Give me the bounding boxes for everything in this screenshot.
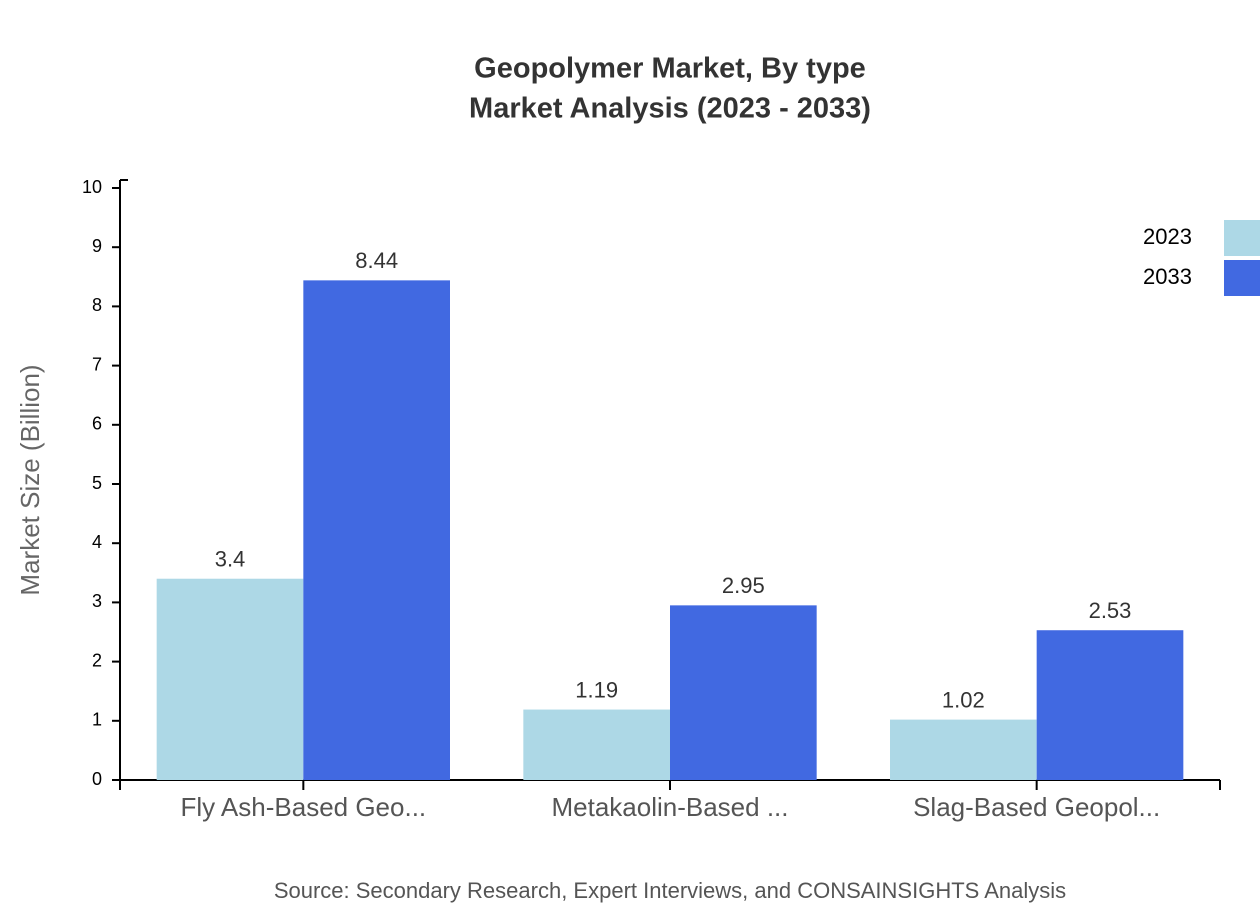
y-tick-label: 1: [92, 710, 102, 730]
y-tick-label: 7: [92, 354, 102, 374]
y-tick-label: 8: [92, 295, 102, 315]
bar: [156, 578, 304, 780]
y-tick-label: 10: [82, 177, 102, 197]
y-tick-label: 2: [92, 650, 102, 670]
bar: [670, 605, 817, 780]
data-label: 2.95: [722, 573, 765, 598]
chart-subtitle: Market Analysis (2023 - 2033): [469, 93, 871, 125]
y-tick-label: 4: [92, 532, 102, 552]
y-axis-label: Market Size (Billion): [15, 364, 45, 595]
y-tick-label: 0: [92, 769, 102, 789]
bar: [523, 709, 670, 780]
y-tick-label: 9: [92, 236, 102, 256]
y-tick-label: 3: [92, 591, 102, 611]
legend-swatch: [1224, 260, 1260, 296]
x-tick-label: Fly Ash-Based Geo...: [180, 792, 426, 822]
y-tick-label: 6: [92, 414, 102, 434]
data-label: 2.53: [1089, 598, 1132, 623]
legend-swatch: [1224, 220, 1260, 256]
source-note: Source: Secondary Research, Expert Inter…: [274, 878, 1066, 903]
bar: [1036, 630, 1184, 780]
data-label: 1.19: [575, 677, 618, 702]
data-label: 1.02: [942, 687, 985, 712]
bar: [890, 719, 1037, 780]
bar: [303, 280, 450, 780]
legend-label: 2033: [1143, 264, 1192, 289]
data-label: 8.44: [355, 248, 398, 273]
x-tick-label: Metakaolin-Based ...: [551, 792, 788, 822]
y-tick-label: 5: [92, 473, 102, 493]
chart-title: Geopolymer Market, By type: [474, 53, 866, 85]
legend-label: 2023: [1143, 224, 1192, 249]
x-tick-label: Slag-Based Geopol...: [913, 792, 1160, 822]
data-label: 3.4: [215, 547, 246, 572]
